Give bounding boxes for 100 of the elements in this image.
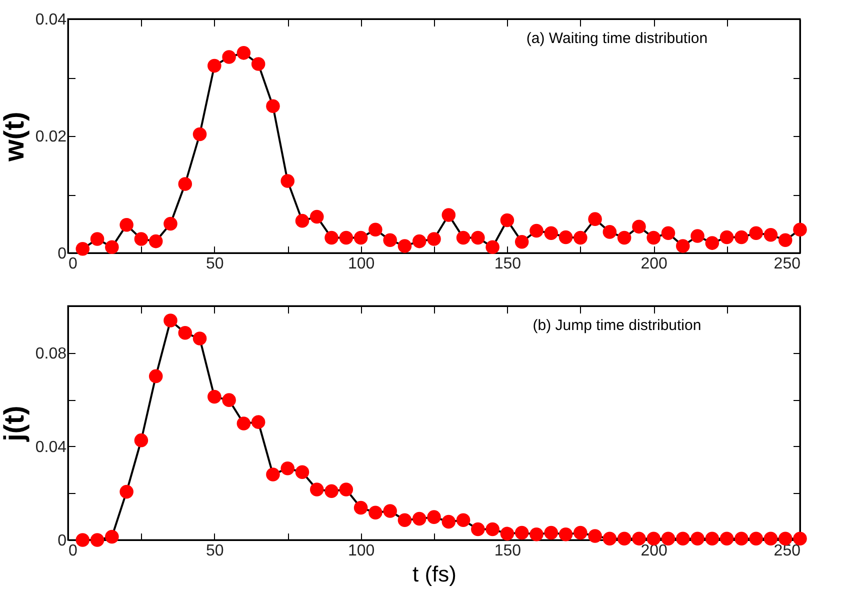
y-axis-title: j(t)	[0, 406, 30, 442]
point	[120, 218, 134, 232]
point	[178, 326, 192, 340]
point	[720, 532, 734, 546]
point	[690, 532, 704, 546]
point	[574, 526, 588, 540]
point	[427, 232, 441, 246]
point	[295, 214, 310, 228]
point	[676, 239, 690, 253]
point	[442, 514, 456, 529]
point	[236, 46, 251, 60]
x-tick-label: 150	[494, 542, 522, 560]
point	[120, 484, 134, 499]
point	[398, 513, 412, 527]
x-tick-label: 250	[774, 542, 801, 560]
annotation: (a) Waiting time distribution	[526, 30, 708, 47]
point	[412, 512, 426, 526]
point	[324, 484, 338, 498]
point	[471, 230, 485, 245]
point	[514, 235, 529, 249]
point	[368, 222, 382, 236]
x-tick-label: 0	[68, 256, 78, 272]
point	[76, 242, 90, 256]
point	[632, 220, 646, 234]
x-tick-label: 250	[774, 256, 801, 272]
point	[105, 530, 119, 544]
point	[368, 506, 382, 520]
point	[192, 332, 207, 346]
x-tick-label: 100	[348, 542, 375, 560]
x-tick-label: 0	[68, 542, 78, 560]
point	[105, 240, 119, 254]
point	[734, 532, 748, 546]
point	[164, 314, 178, 328]
point	[178, 177, 192, 191]
point	[412, 234, 426, 248]
x-axis-title: t (fs)	[412, 562, 456, 586]
x-tick-label: 200	[640, 256, 668, 272]
point	[354, 230, 368, 245]
x-tick-label: 50	[206, 542, 224, 560]
point	[574, 230, 588, 245]
point	[266, 468, 280, 482]
point	[617, 532, 632, 546]
point	[486, 240, 500, 254]
point	[471, 522, 485, 536]
point	[427, 510, 441, 524]
point	[705, 532, 720, 546]
y-tick-label: 0.08	[35, 345, 67, 362]
point	[208, 390, 222, 404]
x-tick-label: 150	[494, 256, 522, 272]
point	[720, 230, 734, 244]
point	[339, 482, 354, 496]
point	[90, 232, 104, 246]
point	[558, 230, 573, 244]
point	[208, 58, 222, 73]
y-tick-label: 0.02	[35, 128, 67, 146]
y-tick-label: 0.04	[35, 12, 67, 28]
point	[383, 233, 397, 248]
point	[544, 226, 558, 240]
point	[734, 230, 748, 244]
point	[90, 533, 104, 547]
point	[486, 522, 500, 536]
point	[676, 532, 690, 546]
point	[76, 533, 90, 547]
point	[148, 369, 163, 384]
point	[236, 416, 251, 430]
point	[530, 224, 544, 238]
x-tick-label: 200	[640, 542, 668, 560]
point	[793, 532, 807, 546]
point	[383, 504, 397, 518]
point	[602, 532, 617, 546]
x-tick-label: 100	[348, 256, 375, 272]
y-tick-label: 0.04	[35, 438, 67, 456]
point	[398, 239, 412, 253]
point	[661, 226, 676, 240]
point	[148, 234, 163, 248]
point	[222, 50, 236, 64]
point	[500, 526, 514, 541]
point	[310, 210, 324, 224]
point	[514, 526, 529, 540]
point	[134, 433, 148, 448]
point	[632, 532, 646, 546]
point	[192, 127, 207, 142]
point	[749, 532, 763, 546]
point	[324, 230, 338, 245]
annotation: (b) Jump time distribution	[532, 317, 702, 334]
point	[222, 393, 236, 407]
point	[280, 462, 294, 476]
point	[442, 208, 456, 222]
point	[778, 233, 792, 248]
point	[617, 230, 632, 245]
point	[354, 500, 368, 515]
point	[134, 232, 148, 246]
y-axis-title: w(t)	[0, 112, 30, 162]
point	[646, 230, 660, 245]
point	[339, 230, 354, 245]
point	[764, 532, 778, 546]
point	[500, 213, 514, 228]
point	[661, 532, 676, 546]
point	[280, 174, 294, 188]
point	[558, 528, 573, 542]
